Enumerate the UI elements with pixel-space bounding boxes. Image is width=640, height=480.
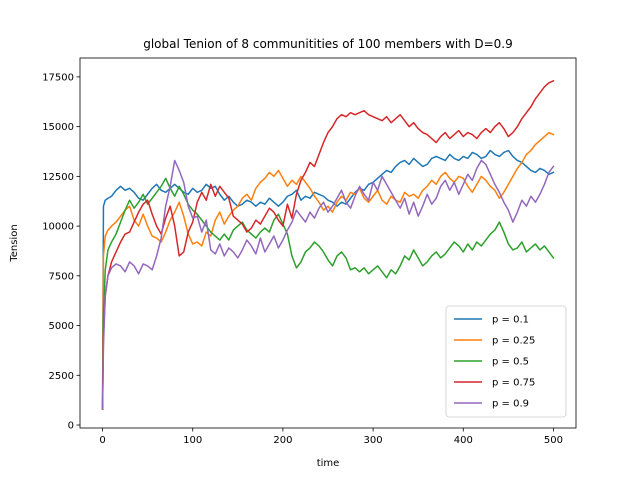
legend-label-5: p = 0.9 xyxy=(492,399,529,410)
x-tick-label: 0 xyxy=(99,435,105,446)
y-tick-label: 5000 xyxy=(49,321,74,332)
x-tick-label: 200 xyxy=(273,435,292,446)
legend-box xyxy=(445,305,567,418)
x-tick-label: 100 xyxy=(183,435,202,446)
y-tick-label: 7500 xyxy=(49,271,74,282)
y-tick-label: 12500 xyxy=(42,172,74,183)
x-tick-label: 300 xyxy=(364,435,383,446)
legend-label-4: p = 0.75 xyxy=(492,378,535,389)
x-tick-label: 400 xyxy=(454,435,473,446)
legend-label-1: p = 0.1 xyxy=(492,315,529,326)
y-axis: 0 2500 5000 7500 10000 12500 15000 17500 xyxy=(42,72,80,432)
plot-frame xyxy=(79,57,577,429)
x-axis: 0 100 200 300 400 500 xyxy=(99,428,563,446)
y-tick-label: 17500 xyxy=(42,72,74,83)
y-tick-label: 0 xyxy=(68,421,74,432)
series-line-4 xyxy=(101,79,555,410)
y-axis-label: Tension xyxy=(9,224,20,262)
x-tick-label: 500 xyxy=(544,435,563,446)
legend: p = 0.1 p = 0.25 p = 0.5 p = 0.75 p = 0.9 xyxy=(445,305,567,418)
chart-title: global Tenion of 8 communitities of 100 … xyxy=(143,37,513,51)
legend-label-2: p = 0.25 xyxy=(492,336,535,347)
series-line-2 xyxy=(101,131,555,410)
y-tick-label: 10000 xyxy=(42,222,74,233)
series-lines xyxy=(101,79,555,410)
legend-label-3: p = 0.5 xyxy=(492,357,529,368)
x-axis-label: time xyxy=(317,458,340,469)
series-line-5 xyxy=(101,159,555,410)
y-tick-label: 15000 xyxy=(42,122,74,133)
y-tick-label: 2500 xyxy=(49,371,74,382)
